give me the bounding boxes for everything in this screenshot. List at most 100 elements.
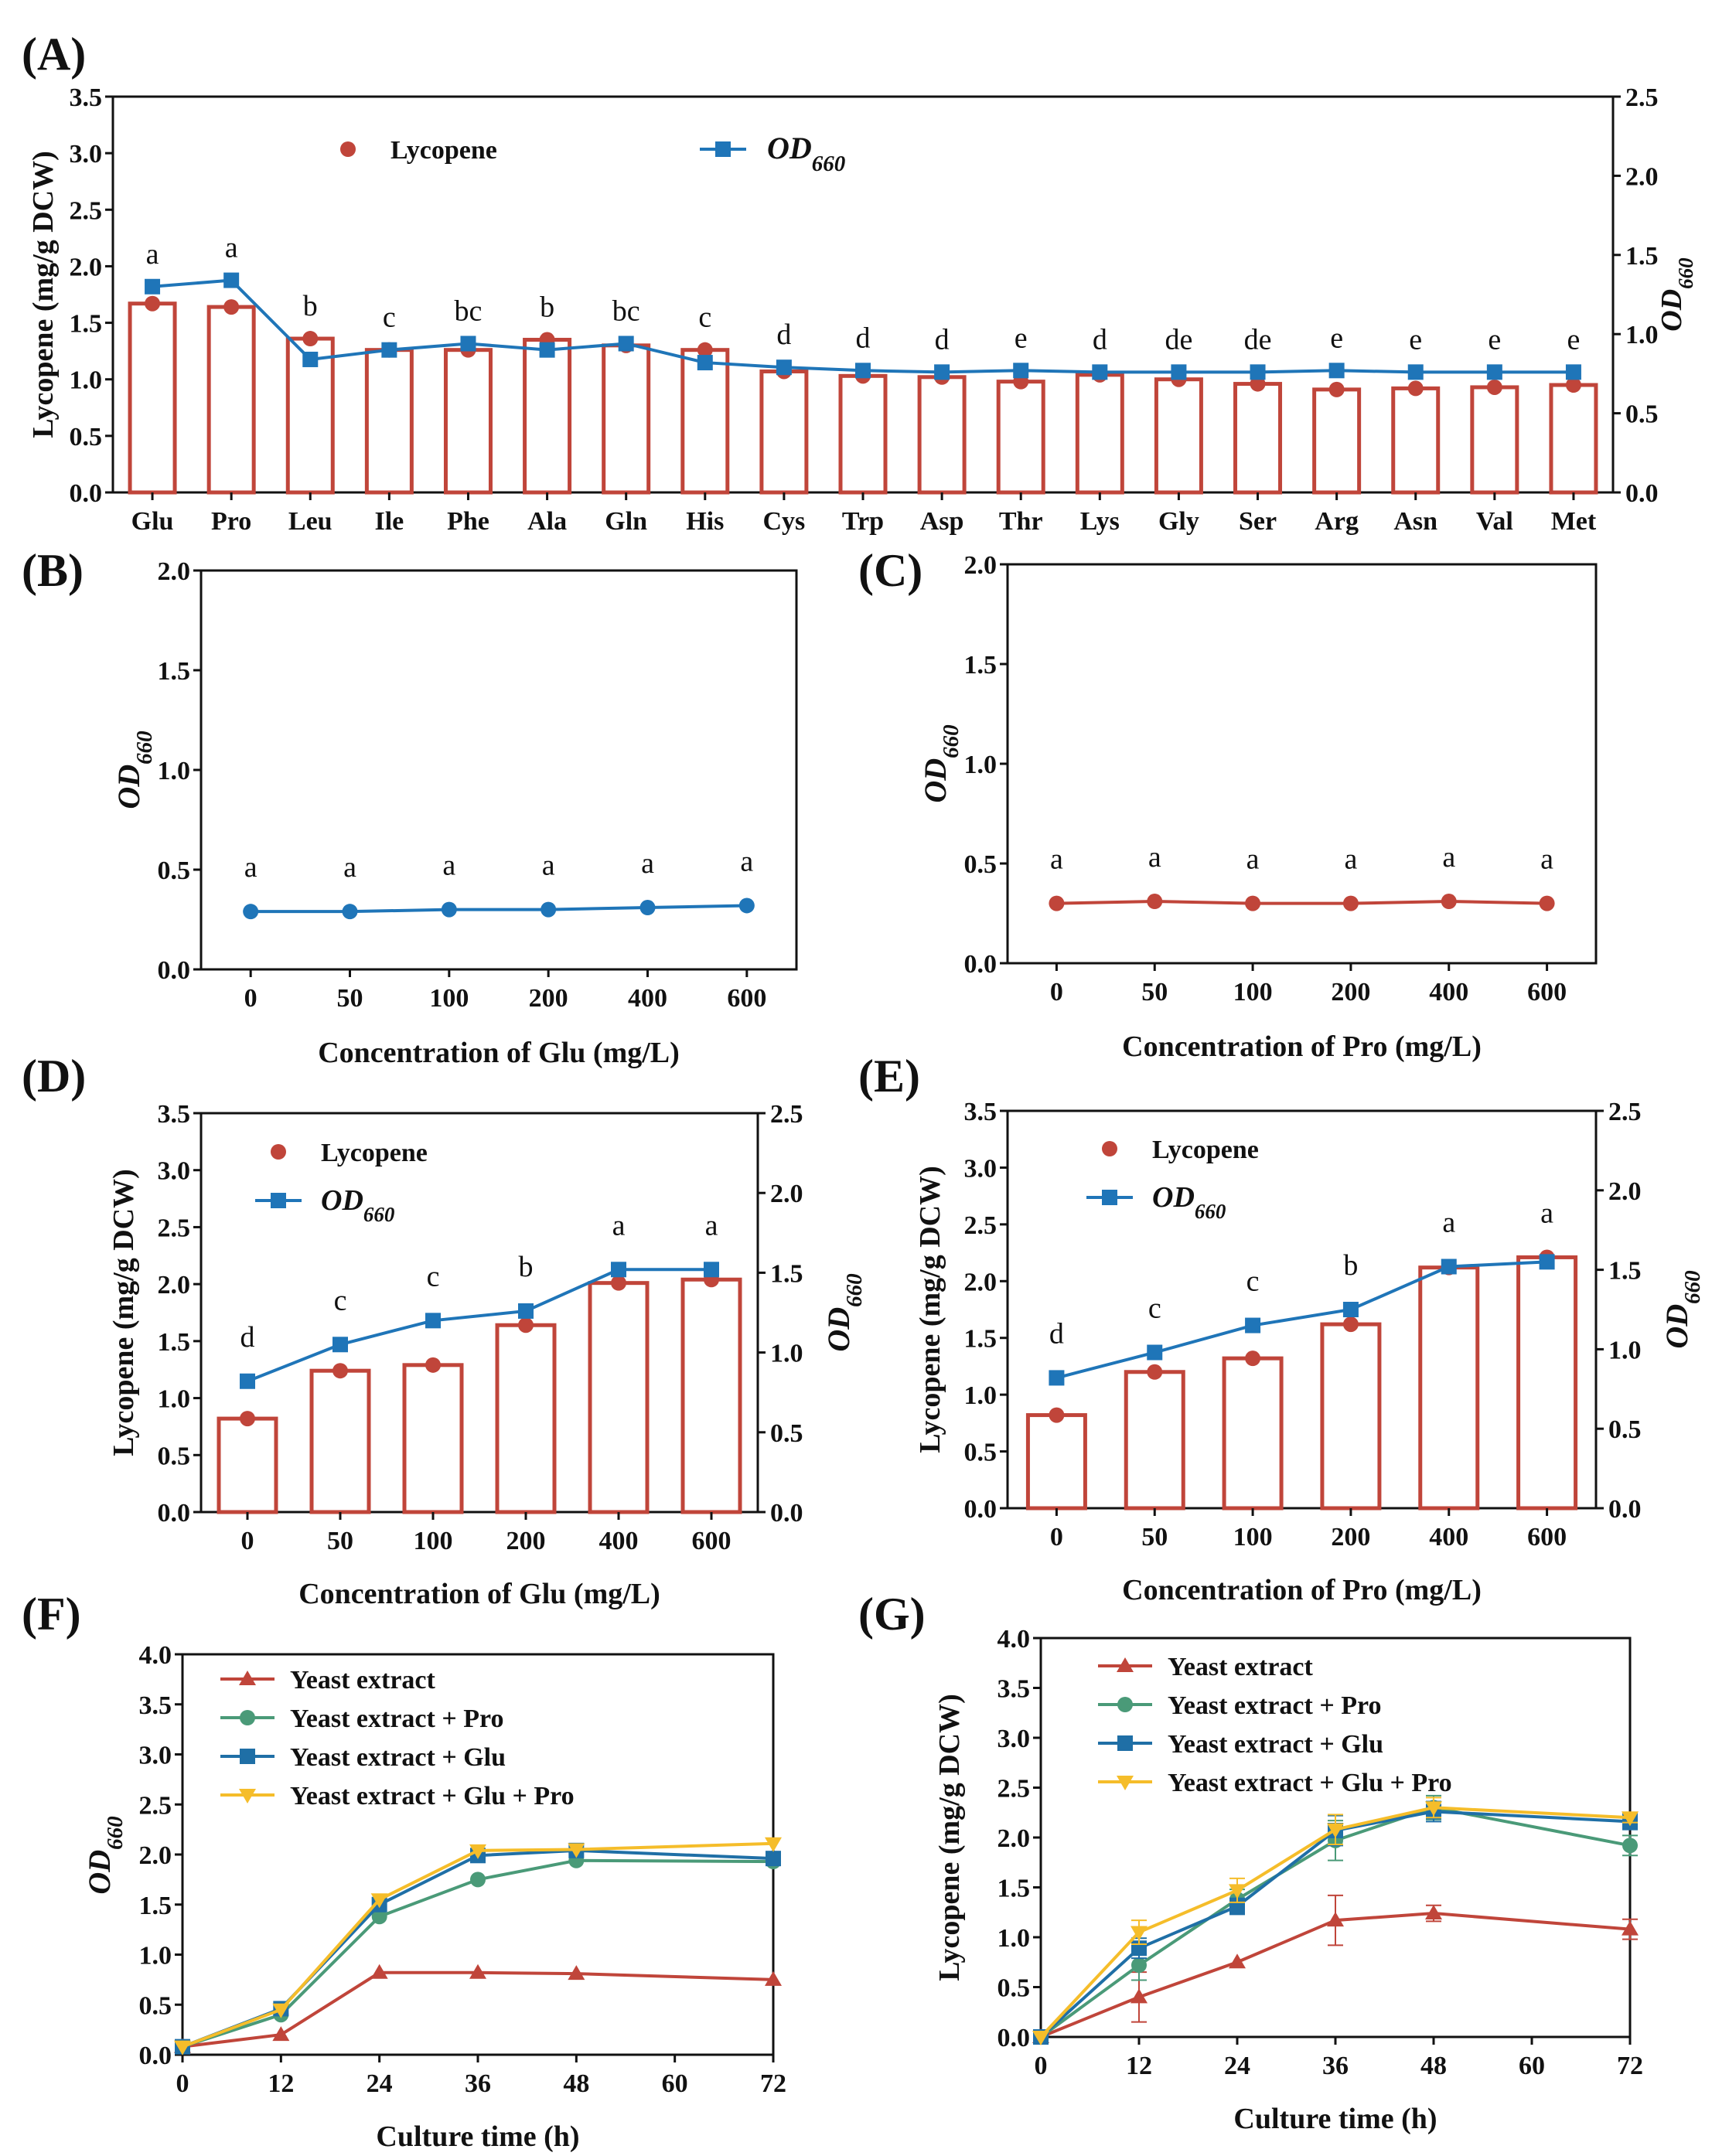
panel-F-series-point-3 (568, 1843, 585, 1858)
x-tick-label-Ala: Ala (527, 507, 567, 536)
panel-F-legend-label-3: Yeast extract + Glu + Pro (290, 1782, 575, 1810)
panel-C-xlabel: Concentration of Pro (mg/L) (1122, 1030, 1482, 1063)
panel-C-sig-letter: a (1540, 843, 1553, 876)
point-lycopene-Glu (145, 295, 161, 312)
panel-B-xlabel: Concentration of Glu (mg/L) (318, 1037, 680, 1069)
point-od660-Gln (618, 335, 634, 352)
panel-F-legend-marker-3 (239, 1789, 256, 1803)
panel-B-y-tick-label: 2.0 (158, 557, 191, 586)
point-od660-Thr (1013, 363, 1029, 379)
panel-B-od660-point (541, 901, 557, 918)
panel-B-sig-letter: a (641, 847, 654, 880)
panel-B-y-tick-label: 1.0 (158, 757, 191, 785)
panel-G-ylabel: Lycopene (mg/g DCW) (933, 1694, 966, 1981)
panel-E-y-tick-label: 0.5 (964, 1439, 998, 1467)
bar-lycopene-Cys (759, 369, 809, 495)
panel-F-y-tick-label: 0.0 (139, 2042, 172, 2070)
panel-F-series-line-3 (182, 1841, 774, 2049)
panel-G-y-tick-label: 4.0 (998, 1625, 1031, 1654)
panel-D-od660-point (425, 1313, 441, 1329)
panel-D-od660-point (332, 1337, 348, 1353)
panel-E-od660-point (1049, 1370, 1065, 1386)
panel-E-y-tick-label: 2.5 (964, 1211, 998, 1240)
x-tick-label-Ile: Ile (374, 507, 404, 536)
panel-F-series-point-3 (272, 2003, 290, 2018)
panel-C-sig-letter: a (1442, 841, 1455, 874)
panel-E-bar-lycopene (1516, 1255, 1578, 1511)
panel-F-series-point-3 (469, 1844, 486, 1859)
panel-A-y-tick-label: 0.0 (70, 479, 103, 508)
sig-letter-Ala: b (540, 291, 554, 324)
panel-E-legend-marker-lycopene (1102, 1141, 1117, 1156)
panel-C-y-tick-label: 0.0 (964, 950, 998, 979)
panel-E-legend-label-od660: OD660 (1152, 1181, 1226, 1223)
panel-E-y-tick-label: 2.0 (964, 1268, 998, 1296)
panel-F-series-point-3 (370, 1893, 388, 1909)
panel-A-y-tick-label: 2.0 (70, 253, 103, 281)
point-od660-Val (1486, 364, 1502, 380)
panel-C-sig-letter: a (1246, 843, 1260, 876)
panel-A-y-tick-label: 2.5 (70, 196, 103, 225)
sig-letter-Gly: de (1165, 323, 1192, 356)
panel-F-x-tick-label: 72 (760, 2069, 786, 2098)
point-od660-His (697, 355, 713, 371)
panel-E-point-lycopene (1245, 1350, 1261, 1367)
panel-D-point-lycopene (518, 1317, 534, 1333)
x-tick-label-Cys: Cys (762, 507, 805, 536)
panel-G-series-point-3 (1032, 2031, 1049, 2045)
bar-lycopene-Arg (1312, 387, 1362, 495)
sig-letter-Leu: b (303, 290, 318, 322)
panel-F-series-point-1 (470, 1872, 486, 1888)
panel-G-series-point-1 (1622, 1838, 1638, 1854)
panel-label-E: (E) (858, 1051, 920, 1102)
panel-G-legend-marker-3 (1117, 1776, 1134, 1790)
point-lycopene-Pro (223, 299, 240, 315)
panel-D-point-lycopene (611, 1275, 626, 1291)
panel-D-y-tick-label: 1.5 (158, 1328, 191, 1357)
bar-lycopene-Pro (206, 305, 256, 495)
panel-A-y-tick-label: 3.5 (70, 83, 103, 112)
panel-F-legend-label-1: Yeast extract + Pro (290, 1705, 503, 1733)
x-tick-label-Val: Val (1476, 507, 1513, 536)
panel-G-x-tick-label: 48 (1420, 2052, 1447, 2080)
sig-letter-Glu: a (146, 238, 159, 271)
panel-D-y2label: OD660 (821, 1273, 867, 1351)
panel-F-series-point-0 (272, 2026, 290, 2042)
panel-F-x-tick-label: 36 (465, 2069, 491, 2098)
panel-G-xlabel: Culture time (h) (1233, 2103, 1437, 2135)
sig-letter-Thr: e (1015, 322, 1028, 354)
panel-A-y2-tick-label: 0.0 (1625, 479, 1659, 508)
panel-label-C: (C) (858, 545, 922, 596)
panel-E-y-tick-label: 1.0 (964, 1381, 998, 1410)
point-od660-Asn (1407, 364, 1424, 380)
bar-lycopene-Ala (523, 338, 572, 495)
panel-A-y2-tick-label: 2.0 (1625, 162, 1659, 191)
panel-B-y-tick-label: 1.5 (158, 657, 191, 686)
panel-D-point-lycopene (332, 1363, 348, 1379)
x-tick-label-Met: Met (1551, 507, 1597, 536)
panel-G-legend-label-2: Yeast extract + Glu (1168, 1730, 1383, 1759)
panel-G-series-point-0 (1130, 1988, 1148, 2004)
panel-D-y2-tick-label: 0.5 (770, 1419, 803, 1448)
panel-E-y-tick-label: 0.0 (964, 1495, 998, 1524)
panel-D-xlabel: Concentration of Glu (mg/L) (298, 1578, 660, 1610)
panel-F-y-tick-label: 0.5 (139, 1991, 172, 2020)
panel-A-y2label: OD660 (1656, 257, 1697, 332)
panel-B-sig-letter: a (343, 851, 356, 884)
panel-F-x-tick-label: 0 (176, 2069, 189, 2098)
panel-D-legend-label-od660: OD660 (321, 1184, 395, 1226)
x-tick-label-Thr: Thr (999, 507, 1043, 536)
panel-E-y2-tick-label: 1.5 (1608, 1257, 1642, 1286)
point-lycopene-Ser (1250, 376, 1266, 392)
panel-E-bar-lycopene (1025, 1413, 1087, 1511)
sig-letter-Met: e (1567, 323, 1581, 356)
bar-lycopene-Gly (1154, 377, 1203, 495)
panel-B-y-tick-label: 0.5 (158, 857, 191, 885)
panel-G-series-point-0 (1622, 1920, 1639, 1936)
panel-D-x-tick-label: 50 (327, 1527, 353, 1555)
panel-D-y-tick-label: 2.5 (158, 1214, 191, 1242)
panel-F-series-point-0 (765, 1970, 782, 1986)
panel-B-od660-point (243, 904, 259, 920)
panel-G-legend-label-0: Yeast extract (1168, 1653, 1314, 1681)
